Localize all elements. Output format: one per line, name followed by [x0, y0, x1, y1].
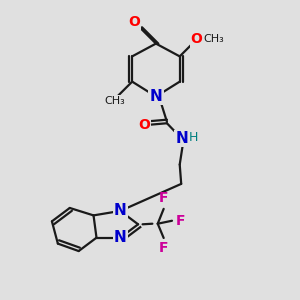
- Text: CH₃: CH₃: [204, 34, 225, 44]
- Text: F: F: [159, 191, 168, 205]
- Text: N: N: [114, 203, 127, 218]
- Text: O: O: [191, 32, 203, 46]
- Text: O: O: [128, 15, 140, 29]
- Text: F: F: [176, 214, 185, 228]
- Text: N: N: [150, 89, 162, 104]
- Text: F: F: [159, 241, 168, 255]
- Text: N: N: [114, 230, 127, 245]
- Text: O: O: [138, 118, 150, 132]
- Text: H: H: [189, 131, 199, 144]
- Text: N: N: [176, 131, 188, 146]
- Text: CH₃: CH₃: [105, 96, 125, 106]
